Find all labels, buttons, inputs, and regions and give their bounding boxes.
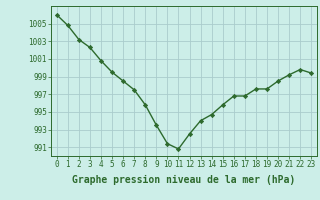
X-axis label: Graphe pression niveau de la mer (hPa): Graphe pression niveau de la mer (hPa) [72, 175, 296, 185]
